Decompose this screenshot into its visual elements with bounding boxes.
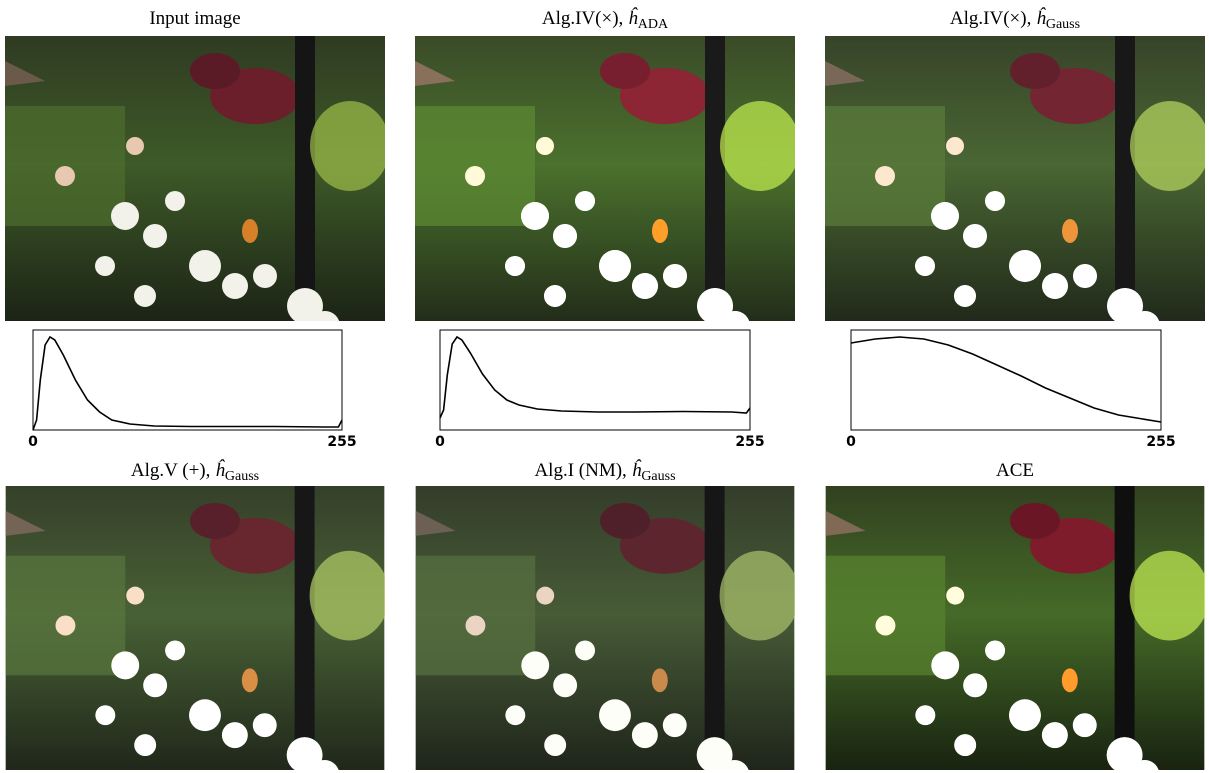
panel-title: Input image (149, 8, 240, 29)
photo (6, 486, 390, 773)
estimator: ĥ (632, 459, 642, 481)
title-text: Input image (149, 8, 240, 29)
panel-title: Alg.IV(×),ĥGauss (950, 7, 1080, 32)
title-text: Alg.IV(×), (950, 8, 1031, 29)
estimator: ĥ (628, 7, 638, 29)
title-text: Alg.V (+), (131, 460, 211, 481)
title-text: ACE (996, 460, 1034, 481)
panel-title: Alg.IV(×),ĥADA (542, 7, 669, 32)
figure: Input imageAlg.IV(×),ĥADAAlg.IV(×),ĥGaus… (0, 0, 1209, 773)
estimator-subscript: ADA (638, 17, 669, 32)
x-tick-label: 255 (735, 434, 764, 450)
photo (415, 36, 800, 341)
x-tick-label: 255 (1146, 434, 1175, 450)
panel-title: Alg.V (+),ĥGauss (131, 459, 259, 484)
estimator: ĥ (1036, 7, 1046, 29)
histogram-curve (851, 337, 1161, 422)
estimator-subscript: Gauss (1046, 17, 1080, 32)
estimator: ĥ (215, 459, 225, 481)
x-tick-label: 0 (435, 434, 445, 450)
histogram-curve (33, 337, 342, 430)
title-text: Alg.I (NM), (534, 460, 626, 481)
x-tick-label: 255 (327, 434, 356, 450)
photo (416, 486, 800, 773)
estimator-subscript: Gauss (225, 469, 259, 484)
x-tick-label: 0 (846, 434, 856, 450)
photo (826, 486, 1209, 773)
plot-frame (33, 330, 342, 430)
photo (5, 36, 390, 341)
plot-frame (851, 330, 1161, 430)
estimator-subscript: Gauss (641, 469, 675, 484)
x-tick-label: 0 (28, 434, 38, 450)
title-text: Alg.IV(×), (542, 8, 623, 29)
panel-title: Alg.I (NM), ĥGauss (534, 459, 675, 484)
panel-title: ACE (996, 460, 1034, 481)
histogram-curve (440, 337, 750, 418)
photo (825, 36, 1209, 341)
